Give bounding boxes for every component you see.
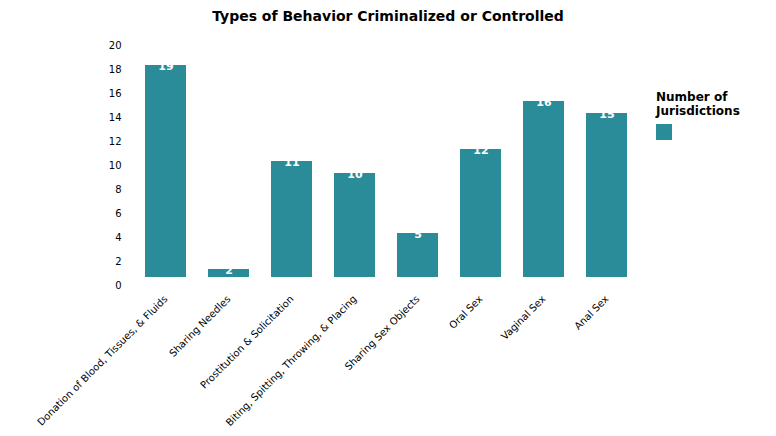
html-text:Number of Jurisdictions: Number of Jurisdictions bbox=[656, 90, 740, 118]
svg-text:Prostitution & Solicitation: Prostitution & Solicitation bbox=[198, 293, 296, 391]
svg-text:12: 12 bbox=[109, 136, 122, 147]
svg-text:2: 2 bbox=[115, 256, 121, 267]
svg-text:16: 16 bbox=[109, 88, 122, 99]
svg-text:Vaginal Sex: Vaginal Sex bbox=[499, 293, 548, 342]
html-text:Types of Behavior Criminalized: Types of Behavior Criminalized or Contro… bbox=[212, 8, 564, 24]
svg-text:14: 14 bbox=[109, 112, 122, 123]
svg-text:10: 10 bbox=[347, 168, 363, 181]
svg-text:4: 4 bbox=[115, 232, 121, 243]
svg-text:Sharing Needles: Sharing Needles bbox=[167, 293, 233, 359]
svg-text:Biting, Spitting, Throwing, &: Biting, Spitting, Throwing, & Placing bbox=[224, 293, 359, 428]
svg-text:15: 15 bbox=[599, 108, 614, 121]
svg-text:Donation of Blood, Tissues, &: Donation of Blood, Tissues, & Fluids bbox=[35, 293, 170, 428]
svg-text:2: 2 bbox=[225, 264, 233, 277]
svg-text:19: 19 bbox=[158, 60, 173, 73]
svg-text:8: 8 bbox=[115, 184, 121, 195]
svg-text:18: 18 bbox=[109, 64, 122, 75]
svg-text:5: 5 bbox=[414, 228, 422, 241]
svg-text:0: 0 bbox=[115, 280, 121, 291]
svg-text:Anal Sex: Anal Sex bbox=[572, 293, 611, 332]
svg-text:10: 10 bbox=[109, 160, 122, 171]
svg-text:11: 11 bbox=[284, 156, 299, 169]
svg-text:Oral Sex: Oral Sex bbox=[447, 293, 485, 331]
svg-text:16: 16 bbox=[536, 96, 552, 109]
svg-text:20: 20 bbox=[109, 40, 122, 51]
svg-text:6: 6 bbox=[115, 208, 121, 219]
svg-text:12: 12 bbox=[473, 144, 488, 157]
svg-text:Sharing Sex Objects: Sharing Sex Objects bbox=[343, 293, 422, 372]
